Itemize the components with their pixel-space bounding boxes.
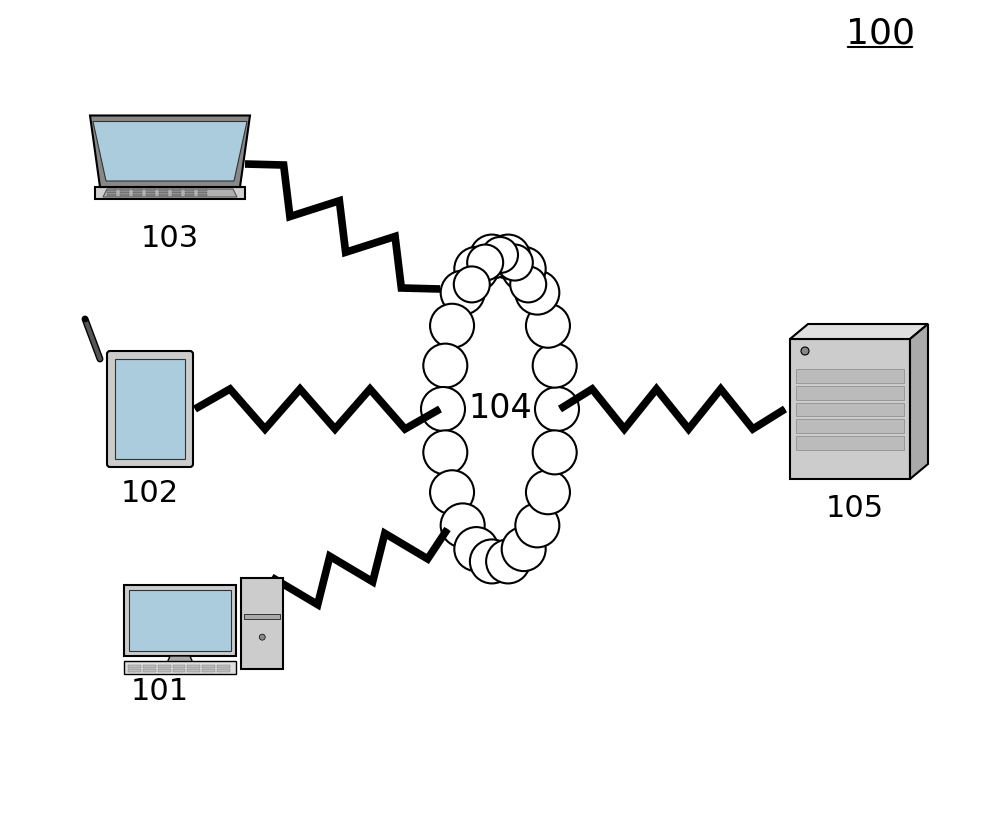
Bar (173, 669, 185, 672)
Bar (172, 189, 181, 191)
Bar (107, 192, 116, 193)
Circle shape (441, 504, 485, 547)
Bar (133, 194, 142, 196)
Bar (120, 192, 129, 193)
Bar (185, 194, 194, 196)
Bar (159, 189, 168, 191)
FancyBboxPatch shape (107, 351, 193, 467)
Bar (796, 419, 904, 433)
Bar (120, 189, 129, 191)
Circle shape (515, 504, 559, 547)
Circle shape (515, 270, 559, 314)
Circle shape (526, 470, 570, 514)
Circle shape (430, 304, 474, 348)
Bar (198, 189, 207, 191)
Bar (185, 192, 194, 193)
Text: 100: 100 (846, 17, 915, 51)
Circle shape (486, 234, 530, 278)
Bar (244, 614, 280, 619)
Bar (187, 669, 200, 672)
Bar (172, 194, 181, 196)
Bar (146, 192, 155, 193)
Bar (796, 403, 904, 416)
Bar (790, 339, 910, 479)
Text: 101: 101 (131, 677, 189, 706)
Bar (159, 194, 168, 196)
Circle shape (497, 245, 533, 281)
Bar (202, 664, 215, 667)
Bar (217, 669, 230, 672)
Bar (128, 669, 141, 672)
Bar (159, 192, 168, 193)
Bar (124, 585, 236, 656)
Bar (129, 590, 231, 651)
Circle shape (510, 266, 546, 302)
Bar (120, 194, 129, 196)
Polygon shape (910, 324, 928, 479)
Ellipse shape (444, 255, 556, 563)
Bar (158, 669, 171, 672)
Bar (198, 192, 207, 193)
Circle shape (470, 540, 514, 583)
Text: 104: 104 (468, 392, 532, 426)
Bar (796, 369, 904, 382)
Bar (155, 666, 205, 671)
Circle shape (454, 527, 498, 571)
Bar (187, 664, 200, 667)
Circle shape (482, 237, 518, 273)
Bar (107, 189, 116, 191)
Bar (133, 192, 142, 193)
Bar (143, 664, 156, 667)
Text: 102: 102 (121, 479, 179, 508)
Circle shape (486, 540, 530, 583)
Bar (173, 664, 185, 667)
Circle shape (454, 247, 498, 291)
Polygon shape (93, 121, 247, 181)
Circle shape (423, 344, 467, 387)
Bar (107, 194, 116, 196)
Circle shape (502, 247, 546, 291)
Circle shape (533, 344, 577, 387)
Bar (241, 578, 283, 669)
Bar (198, 194, 207, 196)
Bar (115, 359, 185, 459)
Circle shape (801, 347, 809, 355)
Polygon shape (165, 656, 195, 668)
Bar (796, 386, 904, 400)
Circle shape (423, 431, 467, 474)
Bar (128, 664, 141, 667)
Circle shape (502, 527, 546, 571)
Bar (217, 664, 230, 667)
Circle shape (454, 266, 490, 302)
Circle shape (430, 470, 474, 514)
Circle shape (526, 304, 570, 348)
Bar (158, 664, 171, 667)
Circle shape (259, 634, 265, 640)
Circle shape (467, 245, 503, 281)
Bar (133, 189, 142, 191)
Bar (124, 661, 236, 674)
Bar (185, 189, 194, 191)
Text: 103: 103 (141, 224, 199, 253)
Circle shape (533, 431, 577, 474)
Polygon shape (103, 189, 237, 197)
Circle shape (421, 387, 465, 431)
Polygon shape (790, 324, 928, 339)
Bar (146, 189, 155, 191)
Text: 105: 105 (826, 494, 884, 523)
Polygon shape (90, 115, 250, 187)
Bar (172, 192, 181, 193)
Polygon shape (95, 187, 245, 199)
Circle shape (441, 270, 485, 314)
Bar (143, 669, 156, 672)
Bar (796, 437, 904, 450)
Bar (202, 669, 215, 672)
Circle shape (470, 234, 514, 278)
Circle shape (535, 387, 579, 431)
Bar (146, 194, 155, 196)
